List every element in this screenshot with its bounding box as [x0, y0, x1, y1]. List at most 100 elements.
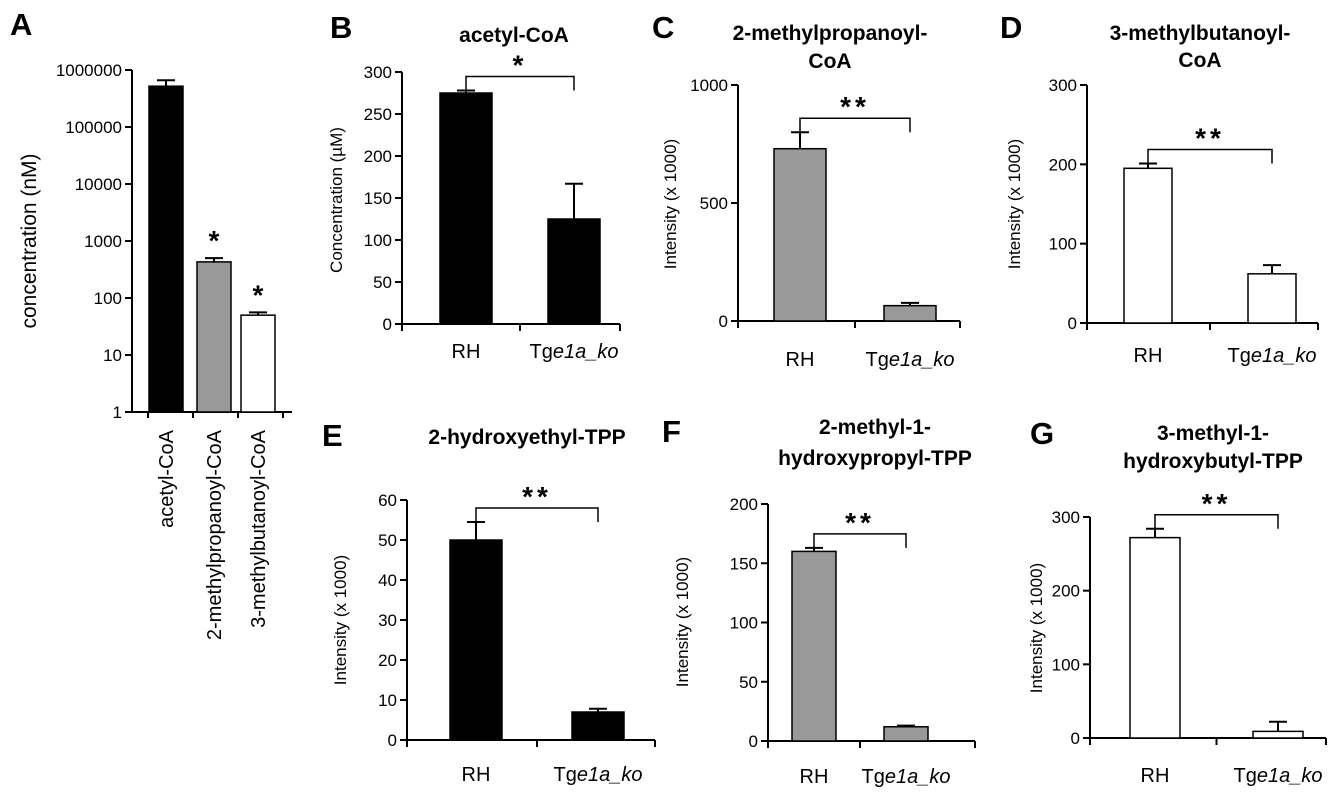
significance-star: *	[253, 279, 264, 310]
y-tick-label: 0	[749, 732, 758, 751]
y-tick-label: 0	[719, 312, 728, 331]
x-category-label: Tge1a_ko	[862, 766, 951, 788]
bar	[1123, 167, 1173, 324]
bar	[1252, 730, 1304, 739]
y-tick-label: 300	[364, 63, 392, 82]
y-tick-label: 0	[383, 315, 392, 334]
bar	[148, 85, 184, 413]
bar	[1247, 273, 1297, 324]
significance-bracket	[1154, 514, 1279, 529]
panel-label: E	[322, 418, 343, 453]
y-tick-label: 50	[378, 531, 397, 550]
y-tick-label: 10	[103, 346, 122, 365]
bar	[439, 92, 493, 325]
y-tick-label: 0	[388, 731, 397, 750]
y-tick-label: 1	[113, 403, 122, 422]
y-tick-label: 50	[373, 273, 392, 292]
significance-bracket	[465, 75, 575, 91]
y-tick-label: 100000	[65, 118, 122, 137]
x-category-label: RH	[1134, 345, 1163, 367]
bar	[791, 550, 837, 742]
y-axis-label: Intensity (x 1000)	[1005, 139, 1024, 269]
y-tick-label: 100	[730, 614, 758, 633]
significance-star: **	[522, 481, 552, 512]
panel-a: A 1 10 100 1000 10000 100000 1000000 concentrati…	[10, 7, 292, 640]
x-category-label: RH	[1141, 765, 1170, 787]
y-tick-label: 20	[378, 651, 397, 670]
x-category-label: RH	[462, 764, 491, 786]
y-tick-label: 500	[700, 194, 728, 213]
panel-title: 2-methylpropanoyl-CoA	[733, 22, 928, 73]
panel-title: 3-methylbutanoyl-CoA	[1110, 22, 1291, 72]
x-category-label: RH	[786, 349, 815, 371]
y-tick-label: 150	[730, 554, 758, 573]
y-tick-label: 100	[94, 289, 122, 308]
x-category-label: acetyl-CoA	[156, 429, 178, 527]
y-tick-label: 0	[1071, 729, 1080, 748]
panel-label: D	[1000, 10, 1022, 45]
y-tick-label: 100	[1052, 655, 1080, 674]
y-tick-label: 300	[1052, 508, 1080, 527]
y-axis-label: Intensity (x 1000)	[1027, 563, 1046, 693]
panel-d: D 3-methylbutanoyl-CoA 0 100 200 300 Intensity…	[1000, 10, 1319, 367]
panel-e: E 2-hydroxyethyl-TPP 0 10 20 30 40 50 60 Intensit…	[322, 418, 656, 786]
y-tick-label: 40	[378, 571, 397, 590]
y-tick-label: 200	[1052, 582, 1080, 601]
y-tick-label: 150	[364, 189, 392, 208]
panel-title: 2-hydroxyethyl-TPP	[428, 426, 625, 449]
bar	[449, 539, 503, 741]
y-tick-label: 30	[378, 611, 397, 630]
x-category-label: Tge1a_ko	[1234, 765, 1323, 787]
y-tick-label: 200	[364, 147, 392, 166]
significance-star: *	[209, 225, 220, 256]
y-tick-label: 1000000	[56, 61, 122, 80]
x-category-label: 2-methylpropanoyl-CoA	[204, 429, 226, 640]
y-tick-label: 200	[1049, 155, 1077, 174]
y-tick-label: 0	[1068, 314, 1077, 333]
y-tick-label: 50	[739, 673, 758, 692]
x-category-label: Tge1a_ko	[866, 349, 955, 371]
significance-star: **	[840, 91, 870, 122]
y-tick-label: 60	[378, 491, 397, 510]
panel-label: A	[10, 7, 32, 42]
panel-f: F 2-methyl-1-hydroxypropyl-TPP 0 50 100 150 20…	[662, 414, 976, 788]
bar	[240, 314, 276, 413]
x-category-label: 3-methylbutanoyl-CoA	[248, 429, 270, 628]
x-category-label: Tge1a_ko	[1228, 345, 1317, 367]
y-axis-label: Intensity (x 1000)	[661, 139, 680, 269]
panel-title: acetyl-CoA	[459, 24, 569, 47]
y-tick-label: 250	[364, 105, 392, 124]
bar	[196, 261, 232, 413]
bar	[883, 726, 929, 742]
y-tick-label: 100	[1049, 235, 1077, 254]
panel-label: B	[330, 10, 352, 45]
y-axis-label: concentration (nM)	[18, 153, 41, 328]
y-tick-label: 1000	[84, 232, 122, 251]
bar	[773, 147, 827, 322]
x-category-label: Tge1a_ko	[554, 764, 643, 786]
y-axis-label: Concentration (µM)	[327, 127, 346, 273]
panel-g: G 3-methyl-1-hydroxybutyl-TPP 0 100 200 300 In…	[1027, 416, 1327, 787]
y-axis-label: Intensity (x 1000)	[673, 557, 692, 687]
significance-star: **	[845, 507, 875, 538]
significance-bracket	[475, 507, 599, 522]
significance-bracket	[1147, 148, 1273, 164]
panel-title: 3-methyl-1-hydroxybutyl-TPP	[1123, 422, 1303, 473]
y-tick-label: 10000	[75, 175, 122, 194]
significance-star: *	[513, 49, 528, 80]
y-tick-label: 100	[364, 231, 392, 250]
y-tick-label: 1000	[690, 76, 728, 95]
y-tick-label: 200	[730, 495, 758, 514]
bar	[1129, 536, 1181, 739]
panel-label: C	[652, 10, 674, 45]
x-category-label: Tge1a_ko	[530, 341, 619, 363]
bar	[571, 711, 625, 741]
y-axis-label: Intensity (x 1000)	[331, 555, 350, 685]
y-tick-label: 300	[1049, 76, 1077, 95]
bar	[547, 218, 601, 325]
panel-label: G	[1030, 416, 1054, 451]
panel-c: C 2-methylpropanoyl-CoA 0 500 1000 Intensity …	[652, 10, 961, 371]
significance-star: **	[1195, 123, 1225, 154]
significance-star: **	[1202, 488, 1232, 519]
